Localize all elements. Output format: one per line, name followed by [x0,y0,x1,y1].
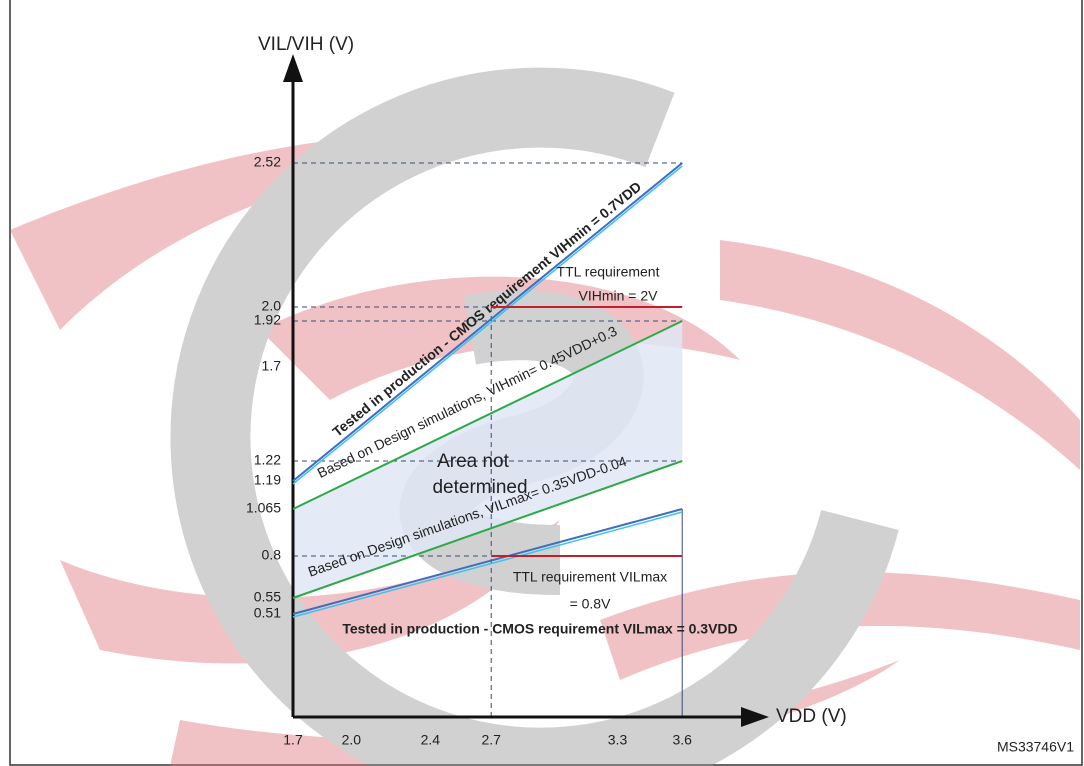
series-annotation: VIHmin = 2V [579,288,659,304]
y-tick-label: 1.22 [254,452,281,468]
figure-id: MS33746V1 [997,739,1074,755]
series-annotation: Tested in production - CMOS requirement … [342,621,737,637]
y-tick-label: 2.52 [254,154,281,170]
area-label: determined [432,477,527,498]
y-tick-label: 1.065 [246,500,281,516]
frame [9,0,1083,766]
y-tick-label: 1.7 [262,358,282,374]
series-line [292,320,683,510]
x-axis-arrow [741,707,769,727]
y-tick-label: 0.51 [254,605,281,621]
x-tick-label: 2.0 [342,732,362,748]
y-tick-label: 1.19 [254,472,281,488]
series-annotation: TTL requirement [557,264,660,280]
undetermined-area [293,321,683,598]
series-line [292,162,683,482]
watermark [10,67,1080,766]
y-tick-label: 2.0 [262,298,282,314]
x-axis-label: VDD (V) [776,706,847,727]
x-tick-label: 3.6 [672,732,692,748]
area-label: Area not [437,451,510,472]
series-line-highlight [292,511,683,618]
y-tick-label: 0.55 [254,589,281,605]
x-tick-label: 2.7 [481,732,501,748]
series-annotation: = 0.8V [570,596,612,612]
series-line [292,508,683,615]
x-tick-label: 2.4 [421,732,441,748]
x-tick-label: 3.3 [608,732,628,748]
y-axis-arrow [283,54,303,82]
series-annotation: TTL requirement VILmax [513,569,667,585]
series-line [292,460,683,599]
y-tick-label: 0.8 [262,547,282,563]
series-line-highlight [292,165,683,485]
y-axis-label: VIL/VIH (V) [258,34,354,55]
y-tick-label: 1.92 [254,312,281,328]
x-tick-label: 1.7 [283,732,303,748]
